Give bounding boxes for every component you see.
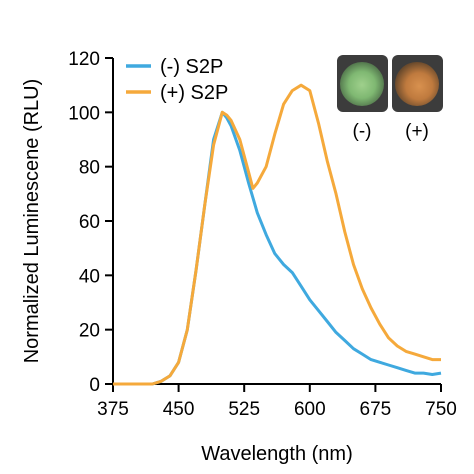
y-tick-label: 80 bbox=[79, 158, 100, 179]
x-tick-label: 525 bbox=[228, 399, 260, 420]
x-tick-label: 675 bbox=[360, 399, 392, 420]
well-plus-glow bbox=[395, 62, 439, 106]
y-axis-title: Normalized Luminescene (RLU) bbox=[21, 79, 43, 364]
y-tick-label: 0 bbox=[89, 375, 100, 396]
well-minus-label: (-) bbox=[353, 121, 372, 142]
y-ticks: 0 20 40 60 80 100 120 bbox=[68, 49, 113, 396]
x-tick-label: 600 bbox=[294, 399, 326, 420]
legend: (-) S2P (+) S2P bbox=[126, 56, 228, 104]
y-tick-label: 60 bbox=[79, 212, 100, 233]
legend-label-minus-s2p: (-) S2P bbox=[160, 56, 223, 78]
series-line-minus-s2p bbox=[113, 110, 442, 386]
series-group bbox=[113, 83, 442, 386]
y-tick-label: 120 bbox=[68, 49, 100, 70]
series-line-plus-s2p bbox=[113, 83, 441, 386]
legend-label-plus-s2p: (+) S2P bbox=[160, 82, 228, 104]
x-axis-title: Wavelength (nm) bbox=[201, 443, 353, 465]
y-tick-label: 100 bbox=[68, 103, 100, 124]
well-plus-label: (+) bbox=[405, 121, 429, 142]
x-tick-label: 750 bbox=[425, 399, 457, 420]
y-tick-label: 20 bbox=[79, 321, 100, 342]
x-tick-label: 450 bbox=[163, 399, 195, 420]
y-tick-label: 40 bbox=[79, 266, 100, 287]
x-tick-label: 375 bbox=[97, 399, 129, 420]
x-ticks: 375 450 525 600 675 750 bbox=[97, 384, 457, 420]
inset-well-images: (-) (+) bbox=[337, 55, 443, 142]
well-minus-glow bbox=[340, 62, 384, 106]
